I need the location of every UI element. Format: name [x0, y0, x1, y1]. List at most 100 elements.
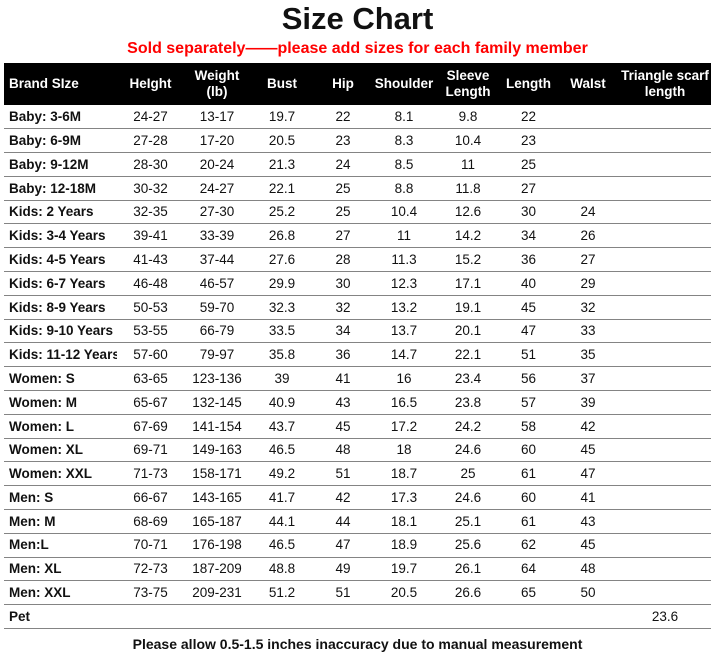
cell-value: 29.9 — [250, 271, 314, 296]
table-row: Men: S 66-67 143-165 41.7 42 17.3 24.6 60 41 — [4, 485, 711, 511]
row-label: Pet — [4, 604, 117, 630]
cell-value — [619, 176, 711, 201]
table-body: Baby: 3-6M 24-27 13-17 19.7 22 8.1 9.8 22 Baby: … — [4, 105, 711, 630]
cell-value — [619, 414, 711, 439]
cell-value: 48 — [557, 557, 619, 582]
table-row: Kids: 4-5 Years 41-43 37-44 27.6 28 11.3 15.2 3… — [4, 247, 711, 273]
column-header: Shoulder — [372, 63, 436, 105]
cell-value: 41.7 — [250, 485, 314, 511]
table-row: Men: XL 72-73 187-209 48.8 49 19.7 26.1 64 48 — [4, 557, 711, 582]
cell-value — [500, 604, 557, 630]
cell-value: 43.7 — [250, 414, 314, 439]
row-label: Men: M — [4, 509, 117, 534]
column-header: Bust — [250, 63, 314, 105]
cell-value: 24.6 — [436, 438, 500, 463]
cell-value: 20.5 — [250, 128, 314, 154]
cell-value: 8.8 — [372, 176, 436, 201]
cell-value — [619, 390, 711, 415]
cell-value: 14.7 — [372, 342, 436, 368]
table-row: Baby: 9-12M 28-30 20-24 21.3 24 8.5 11 25 — [4, 152, 711, 177]
table-row: Kids: 11-12 Years 57-60 79-97 35.8 36 14.7 22.… — [4, 342, 711, 368]
cell-value: 42 — [557, 414, 619, 439]
cell-value: 132-145 — [184, 390, 250, 415]
cell-value: 27 — [557, 247, 619, 273]
row-label: Women: M — [4, 390, 117, 415]
cell-value: 49 — [314, 557, 372, 582]
cell-value: 48.8 — [250, 557, 314, 582]
cell-value: 16.5 — [372, 390, 436, 415]
cell-value — [619, 247, 711, 273]
cell-value: 62 — [500, 533, 557, 558]
cell-value: 18.9 — [372, 533, 436, 558]
cell-value: 9.8 — [436, 105, 500, 130]
row-label: Men:L — [4, 533, 117, 558]
cell-value: 60 — [500, 438, 557, 463]
cell-value: 25 — [500, 152, 557, 177]
cell-value — [619, 105, 711, 130]
cell-value: 22.1 — [436, 342, 500, 368]
cell-value — [619, 271, 711, 296]
cell-value: 25 — [314, 200, 372, 225]
cell-value: 8.1 — [372, 105, 436, 130]
cell-value: 61 — [500, 509, 557, 534]
cell-value — [557, 152, 619, 177]
cell-value — [557, 128, 619, 154]
cell-value: 53-55 — [117, 319, 184, 344]
row-label: Women: XL — [4, 438, 117, 463]
cell-value — [314, 604, 372, 630]
table-row: Kids: 8-9 Years 50-53 59-70 32.3 32 13.2 19.1 4… — [4, 295, 711, 320]
cell-value: 46.5 — [250, 438, 314, 463]
column-header: Hip — [314, 63, 372, 105]
row-label: Women: S — [4, 366, 117, 392]
cell-value: 71-73 — [117, 461, 184, 487]
cell-value: 33-39 — [184, 223, 250, 249]
row-label: Men: XL — [4, 557, 117, 582]
column-header: Weight (lb) — [184, 63, 250, 105]
cell-value: 63-65 — [117, 366, 184, 392]
cell-value: 19.1 — [436, 295, 500, 320]
cell-value: 34 — [500, 223, 557, 249]
table-row: Women: M 65-67 132-145 40.9 43 16.5 23.8 57 39 — [4, 390, 711, 415]
cell-value — [619, 295, 711, 320]
size-chart-table: Brand SIze HeIght Weight (lb) Bust Hip Should… — [4, 63, 711, 630]
cell-value: 25.6 — [436, 533, 500, 558]
cell-value: 27-28 — [117, 128, 184, 154]
cell-value — [619, 438, 711, 463]
cell-value: 10.4 — [372, 200, 436, 225]
row-label: Baby: 9-12M — [4, 152, 117, 177]
row-label: Baby: 6-9M — [4, 128, 117, 154]
cell-value — [372, 604, 436, 630]
row-label: Women: XXL — [4, 461, 117, 487]
cell-value: 26.1 — [436, 557, 500, 582]
cell-value: 8.5 — [372, 152, 436, 177]
table-row: Kids: 9-10 Years 53-55 66-79 33.5 34 13.7 20.1… — [4, 319, 711, 344]
cell-value: 60 — [500, 485, 557, 511]
cell-value — [619, 580, 711, 606]
row-label: Baby: 12-18M — [4, 176, 117, 201]
cell-value: 61 — [500, 461, 557, 487]
cell-value: 40 — [500, 271, 557, 296]
cell-value: 11.8 — [436, 176, 500, 201]
table-row: Women: L 67-69 141-154 43.7 45 17.2 24.2 58 42 — [4, 414, 711, 439]
cell-value — [557, 604, 619, 630]
cell-value: 24-27 — [184, 176, 250, 201]
row-label: Men: S — [4, 485, 117, 511]
row-label: Women: L — [4, 414, 117, 439]
cell-value: 66-67 — [117, 485, 184, 511]
cell-value — [619, 557, 711, 582]
cell-value: 39 — [557, 390, 619, 415]
cell-value: 15.2 — [436, 247, 500, 273]
cell-value: 30 — [500, 200, 557, 225]
cell-value — [619, 485, 711, 511]
cell-value: 11 — [372, 223, 436, 249]
cell-value: 28 — [314, 247, 372, 273]
cell-value: 66-79 — [184, 319, 250, 344]
cell-value: 49.2 — [250, 461, 314, 487]
cell-value: 44.1 — [250, 509, 314, 534]
cell-value: 42 — [314, 485, 372, 511]
cell-value: 28-30 — [117, 152, 184, 177]
cell-value: 33 — [557, 319, 619, 344]
cell-value: 44 — [314, 509, 372, 534]
cell-value: 24 — [314, 152, 372, 177]
